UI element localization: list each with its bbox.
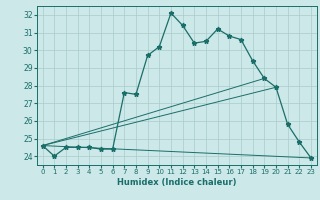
- X-axis label: Humidex (Indice chaleur): Humidex (Indice chaleur): [117, 178, 236, 187]
